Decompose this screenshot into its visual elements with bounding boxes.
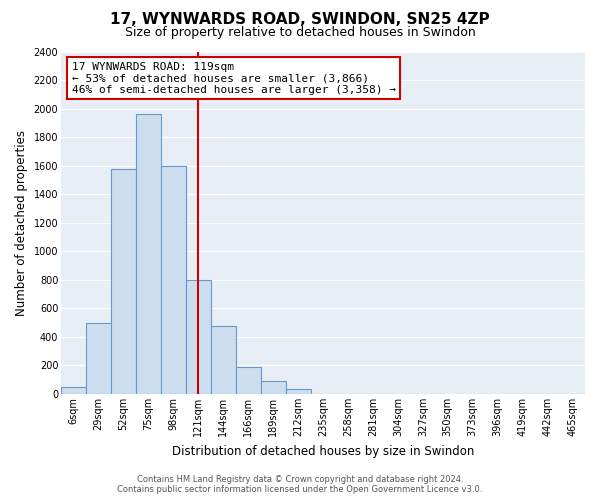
Bar	[61, 387, 86, 394]
Bar	[86, 322, 111, 394]
Bar	[286, 389, 311, 394]
Text: Size of property relative to detached houses in Swindon: Size of property relative to detached ho…	[125, 26, 475, 39]
Text: 17, WYNWARDS ROAD, SWINDON, SN25 4ZP: 17, WYNWARDS ROAD, SWINDON, SN25 4ZP	[110, 12, 490, 28]
Bar	[236, 367, 260, 394]
Bar	[186, 280, 211, 394]
Bar	[211, 326, 236, 394]
Y-axis label: Number of detached properties: Number of detached properties	[15, 130, 28, 316]
Bar	[111, 168, 136, 394]
Bar	[260, 381, 286, 394]
Bar	[161, 166, 186, 394]
Text: Contains HM Land Registry data © Crown copyright and database right 2024.
Contai: Contains HM Land Registry data © Crown c…	[118, 474, 482, 494]
X-axis label: Distribution of detached houses by size in Swindon: Distribution of detached houses by size …	[172, 444, 474, 458]
Text: 17 WYNWARDS ROAD: 119sqm
← 53% of detached houses are smaller (3,866)
46% of sem: 17 WYNWARDS ROAD: 119sqm ← 53% of detach…	[71, 62, 395, 95]
Bar	[136, 114, 161, 394]
